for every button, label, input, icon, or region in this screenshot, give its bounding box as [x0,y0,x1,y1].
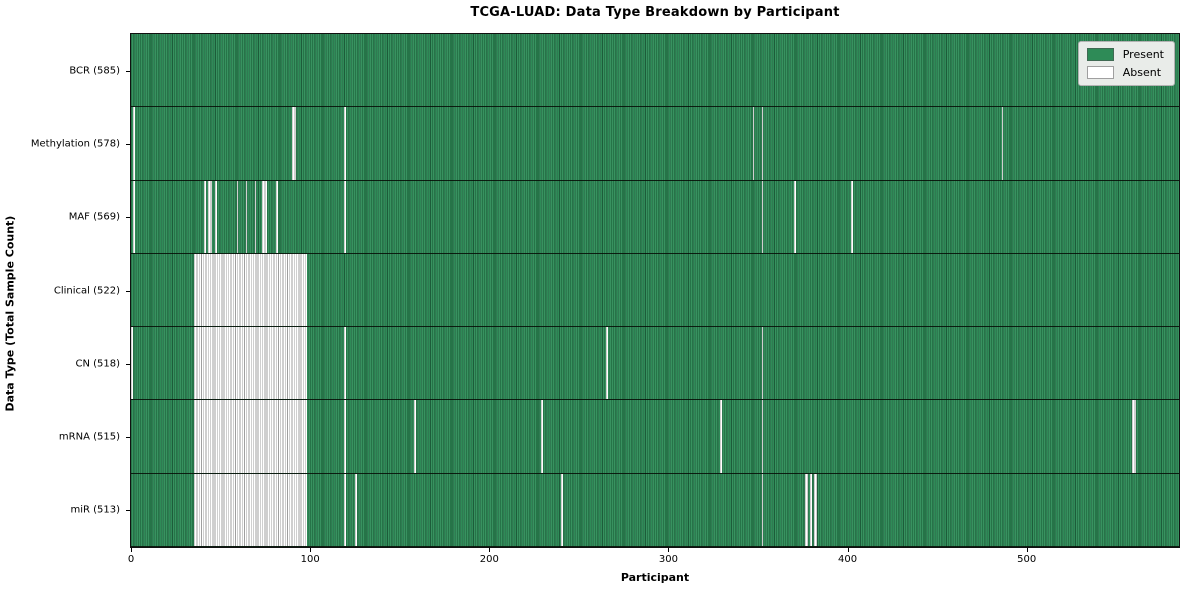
absent-stripe [193,473,307,546]
y-tick-mark [126,143,130,145]
absent-stripe [720,400,723,473]
heatmap-row-maf [131,180,1179,254]
absent-stripe [1132,400,1136,473]
absent-stripe [344,473,346,546]
x-tick-label: 500 [1017,554,1037,565]
x-tick-mark [489,548,491,552]
y-tick-label: miR (513) [70,504,120,516]
absent-stripe [344,107,346,180]
absent-stripe [292,107,296,180]
absent-stripe [193,253,307,327]
y-tick-mark [126,437,130,439]
chart-title: TCGA-LUAD: Data Type Breakdown by Partic… [470,5,840,20]
absent-stripe [414,400,416,473]
absent-stripe [215,180,217,253]
absent-stripe [804,473,809,546]
x-tick-label: 300 [658,554,678,565]
heatmap-row-methylation [131,107,1179,181]
x-tick-label: 100 [300,554,320,565]
y-tick-mark [126,70,130,72]
y-axis: BCR (585) Methylation (578) MAF (569) Clini… [0,33,130,548]
y-tick-mark [126,510,130,512]
y-tick-label: Clinical (522) [53,285,120,296]
absent-stripe [605,327,608,400]
y-tick-mark [126,217,130,219]
x-tick-label: 400 [838,554,858,565]
x-tick-mark [668,548,670,552]
absent-stripe [793,180,796,253]
legend: Present Absent [1077,41,1175,86]
absent-stripe [761,180,764,253]
heatmap-row-bcr [131,34,1179,108]
y-tick-label: MAF (569) [68,211,120,223]
absent-stripe [354,473,357,546]
absent-stripe [204,180,207,253]
absent-stripe [276,180,278,253]
legend-entry-present: Present [1086,48,1164,61]
heatmap-row-clinical [131,253,1179,328]
absent-stripe [261,180,268,253]
x-tick-mark [310,548,312,552]
absent-stripe [761,327,764,400]
absent-stripe [813,473,818,546]
y-tick-mark [126,363,130,365]
absent-stripe [132,180,135,253]
y-tick-label: mRNA (515) [58,431,120,443]
present-swatch [1086,48,1114,61]
absent-stripe [809,473,812,546]
x-axis-label: Participant [620,571,690,584]
x-tick-mark [1026,548,1028,552]
absent-stripe [752,107,755,180]
absent-stripe [193,327,307,400]
absent-stripe [560,473,563,546]
heatmap-row-mir [131,473,1179,547]
absent-stripe [131,327,133,400]
absent-stripe [1001,107,1004,180]
absent-stripe [132,107,135,180]
legend-absent-label: Absent [1122,66,1162,79]
absent-stripe [208,180,212,253]
y-tick-label: Methylation (578) [30,138,120,150]
y-tick-label: CN (518) [75,358,120,370]
absent-stripe [541,400,544,473]
x-tick-mark [847,548,849,552]
x-axis: 0 100 200 300 400 500 [127,548,1180,578]
legend-entry-absent: Absent [1086,66,1164,79]
absent-stripe [344,180,346,253]
plot-area: Present Absent [130,33,1180,548]
absent-stripe [236,180,239,253]
absent-stripe [254,180,257,253]
absent-stripe [761,107,764,180]
absent-stripe [344,327,346,400]
absent-stripe [761,400,764,473]
x-tick-label: 200 [479,554,499,565]
x-tick-label: 0 [127,554,135,565]
absent-stripe [193,400,307,473]
y-tick-label: BCR (585) [69,65,120,77]
heatmap-row-mrna [131,400,1179,474]
absent-stripe [245,180,248,253]
absent-swatch [1086,66,1114,79]
absent-stripe [344,400,346,473]
heatmap-row-cn [131,327,1179,401]
absent-stripe [851,180,853,253]
x-tick-mark [131,548,132,552]
absent-stripe [761,473,764,546]
legend-present-label: Present [1122,48,1164,61]
y-tick-mark [126,290,130,292]
